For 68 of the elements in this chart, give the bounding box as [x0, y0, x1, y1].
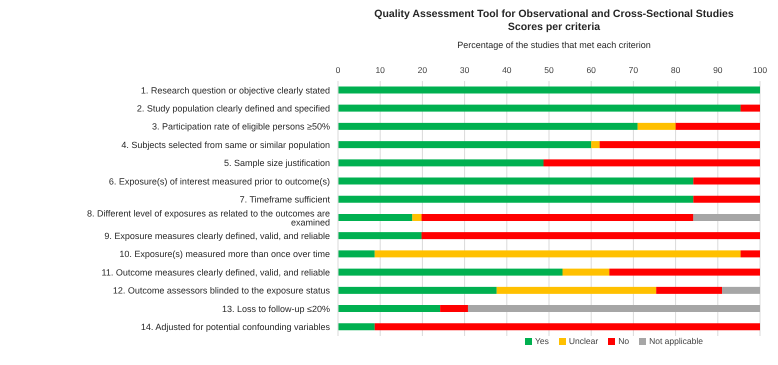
legend-label: No: [618, 336, 630, 346]
chart-subtitle: Scores per criteria: [506, 21, 602, 34]
x-tick-label: 20: [418, 65, 428, 75]
bar: [722, 286, 760, 294]
y-tick-label: 14. Adjusted for potential confounding variables: [140, 322, 330, 332]
bar: [338, 214, 412, 221]
bar: [338, 196, 694, 203]
y-tick-label: 10. Exposure(s) measured more than once over time: [119, 249, 330, 260]
bar: [338, 250, 375, 258]
x-tick-label: 10: [375, 65, 386, 75]
y-tick-label: 13. Loss to follow-up ≤20%: [222, 304, 330, 314]
bar: [422, 232, 760, 240]
bar: [422, 214, 694, 221]
bar: [693, 178, 760, 185]
y-tick-label: 5. Sample size justification: [224, 158, 330, 168]
bar: [693, 196, 760, 203]
bar: [591, 141, 600, 148]
y-tick-label: 2. Study population clearly defined and specified: [136, 104, 330, 114]
bar: [600, 141, 760, 148]
bar: [740, 250, 760, 258]
x-tick-label: 70: [628, 65, 638, 75]
x-tick-label: 40: [502, 65, 512, 75]
bar: [656, 286, 722, 294]
chart-title: Quality Assessment Tool for Observational and Cross-Sectional Studies: [373, 8, 735, 21]
y-tick-label: 8. Different level of exposures as related to the outcomes are examined: [87, 208, 330, 228]
legend-label: Yes: [535, 336, 549, 346]
y-tick-label: 12. Outcome assessors blinded to the exposure status: [112, 286, 330, 296]
bar: [338, 104, 741, 112]
bar: [338, 323, 375, 330]
bar: [544, 159, 760, 166]
bar: [468, 305, 760, 312]
x-tick-label: 60: [586, 65, 596, 75]
bar: [374, 250, 741, 258]
bar: [338, 122, 638, 130]
x-tick-label: 100: [752, 65, 768, 75]
y-tick-label: 7. Timeframe sufficient: [240, 194, 330, 205]
legend-label: Unclear: [568, 336, 598, 346]
bar: [374, 323, 760, 330]
bar: [338, 159, 544, 166]
bar: [740, 104, 760, 112]
bar: [440, 305, 468, 312]
x-tick-label: 0: [336, 65, 341, 75]
bar: [338, 232, 422, 240]
y-tick-label: 1. Research question or objective clearly stated: [140, 85, 330, 96]
x-tick-label: 90: [713, 65, 723, 75]
bar: [338, 305, 440, 312]
bar: [338, 268, 563, 276]
bar: [338, 286, 497, 294]
x-axis-title: Percentage of the studies that met each criterion: [456, 40, 652, 51]
bar: [496, 286, 656, 294]
bar: [562, 268, 610, 276]
bar: [638, 122, 676, 130]
x-tick-label: 30: [460, 65, 470, 75]
bar: [609, 268, 760, 276]
bar: [693, 214, 760, 221]
bar: [338, 86, 760, 94]
bar: [338, 178, 694, 185]
y-tick-label: 6. Exposure(s) of interest measured prior to outcome(s): [108, 176, 330, 186]
x-tick-label: 50: [544, 65, 554, 75]
x-tick-label: 80: [670, 65, 681, 75]
y-tick-label: 4. Subjects selected from same or similar population: [121, 140, 330, 150]
bar: [338, 141, 592, 148]
y-tick-label: 9. Exposure measures clearly defined, valid, and reliable: [104, 231, 330, 242]
y-tick-label: 3. Participation rate of eligible persons ≥50%: [152, 122, 330, 132]
y-tick-label: 11. Outcome measures clearly defined, valid, and reliable: [102, 267, 330, 278]
legend-label: Not applicable: [649, 336, 703, 346]
bar: [676, 122, 760, 130]
bar: [412, 214, 422, 221]
